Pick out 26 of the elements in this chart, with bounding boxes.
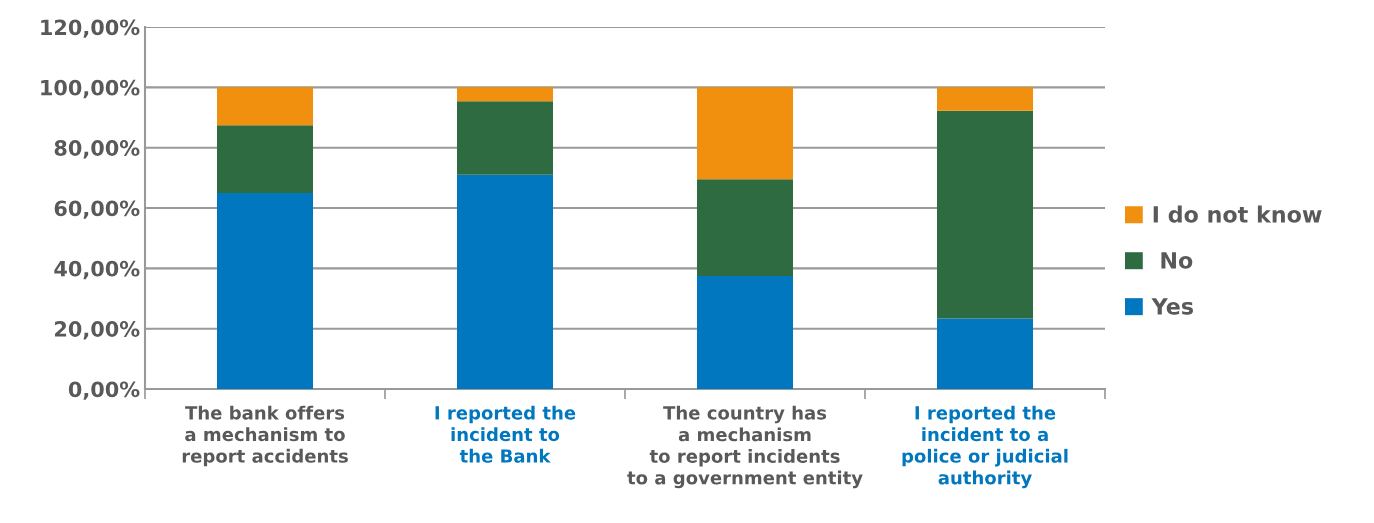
bar [217, 192, 313, 389]
bar [697, 275, 793, 389]
y-tick-label: 80,00% [54, 140, 140, 159]
y-tick-label: 100,00% [41, 79, 140, 99]
bar [937, 87, 1033, 111]
bar [937, 318, 1033, 389]
bar [457, 174, 553, 389]
x-tick-label: I reported the incident to the Bank [435, 405, 576, 463]
legend-label: I do not know [1153, 205, 1322, 223]
y-tick-label: 60,00% [54, 200, 140, 219]
x-tick-label: The country has a mechanism to report incidents to a government entity [627, 405, 863, 489]
y-tick-label: 120,00% [41, 19, 140, 38]
legend-label: Yes [1151, 298, 1193, 315]
y-tick-label: 0,00% [68, 381, 140, 400]
bar [457, 87, 553, 102]
bar [457, 101, 553, 175]
bar [697, 87, 793, 180]
x-tick-label: The bank offers a mechanism to report accidents [182, 405, 348, 467]
x-tick-label: I reported the incident to a police or judicial authority [902, 405, 1068, 489]
bar [937, 110, 1033, 319]
y-tick-label: 20,00% [55, 321, 140, 340]
bar [697, 179, 793, 276]
bar [217, 87, 313, 126]
y-tick-label: 40,00% [54, 260, 140, 280]
bar [217, 125, 313, 193]
legend-label: No [1161, 252, 1193, 269]
